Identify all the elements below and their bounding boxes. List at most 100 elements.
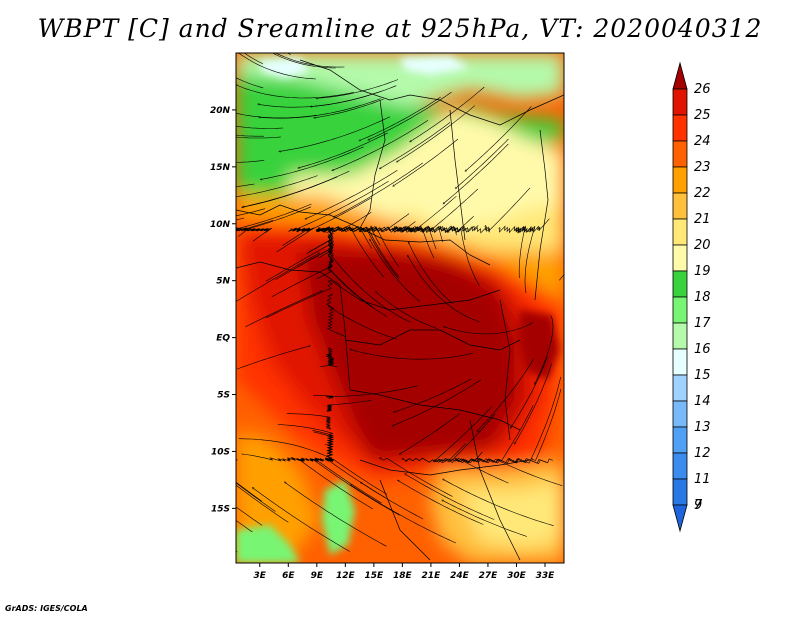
streamline bbox=[236, 125, 284, 129]
streamline bbox=[515, 363, 552, 444]
border-line bbox=[349, 389, 521, 431]
border-line bbox=[359, 459, 531, 476]
latitude-axis: 20N 15N 10N 5N EQ 5S 10S 15S bbox=[210, 106, 236, 514]
streamline bbox=[258, 91, 381, 108]
streamline bbox=[456, 459, 553, 464]
streamline bbox=[334, 162, 423, 217]
streamline bbox=[265, 281, 333, 319]
streamline bbox=[351, 485, 457, 544]
streamline bbox=[327, 385, 419, 397]
field-zone-26-east bbox=[518, 310, 560, 380]
colorbar-swatch bbox=[672, 192, 688, 220]
lon-tick-label: 6E bbox=[282, 571, 295, 581]
streamline bbox=[409, 243, 453, 304]
border-line bbox=[449, 109, 466, 241]
streamline bbox=[271, 53, 336, 69]
streamline bbox=[317, 212, 372, 232]
streamline bbox=[456, 138, 509, 188]
streamline bbox=[444, 143, 509, 204]
field-zone-19-northeast bbox=[290, 110, 564, 250]
colorbar-label: 23 bbox=[694, 160, 711, 175]
streamline bbox=[326, 295, 347, 338]
lon-tick-label: 15E bbox=[365, 571, 385, 581]
border-line bbox=[534, 129, 549, 301]
streamline bbox=[238, 438, 332, 459]
streamline bbox=[442, 500, 527, 537]
streamline bbox=[271, 250, 334, 298]
field-zone-17-southwest bbox=[236, 525, 300, 563]
streamline bbox=[398, 481, 484, 525]
streamline bbox=[243, 53, 263, 64]
lon-tick-label: 33E bbox=[536, 571, 556, 581]
lat-tick-label: 10N bbox=[210, 220, 231, 230]
colorbar-swatch bbox=[672, 114, 688, 142]
streamline bbox=[317, 79, 399, 99]
streamline bbox=[327, 53, 330, 54]
streamline bbox=[435, 413, 496, 463]
lon-tick-label: 24E bbox=[450, 571, 470, 581]
colorbar-swatch bbox=[672, 504, 688, 533]
streamline bbox=[499, 225, 528, 234]
streamline bbox=[312, 458, 400, 516]
colorbar-swatch bbox=[672, 322, 688, 350]
colorbar-label: 21 bbox=[694, 212, 711, 227]
field-zone-20-southeast bbox=[460, 480, 564, 548]
streamline bbox=[371, 227, 435, 259]
streamline bbox=[236, 175, 318, 198]
colorbar-label: 13 bbox=[694, 420, 711, 435]
colorbar-swatch bbox=[672, 296, 688, 324]
streamline bbox=[466, 106, 532, 171]
streamline bbox=[393, 379, 482, 426]
streamline bbox=[408, 256, 480, 323]
colorbar: 26 25 24 23 22 21 20 19 18 17 16 15 14 13 12 11 97 bbox=[672, 61, 711, 533]
streamline bbox=[464, 457, 563, 486]
streamline bbox=[241, 453, 296, 462]
streamline bbox=[524, 226, 536, 294]
colorbar-label: 9 bbox=[694, 498, 702, 513]
colorbar-label: 7 bbox=[694, 498, 703, 513]
streamline bbox=[236, 112, 317, 119]
streamline bbox=[306, 170, 398, 219]
colorbar-label: 14 bbox=[694, 394, 711, 409]
streamline bbox=[237, 346, 309, 370]
streamline bbox=[405, 474, 495, 520]
streamline bbox=[236, 183, 255, 187]
streamline bbox=[236, 208, 266, 217]
streamline bbox=[448, 225, 490, 234]
lon-tick-label: 18E bbox=[393, 571, 413, 581]
streamline bbox=[559, 274, 564, 281]
lat-tick-label: 5S bbox=[217, 391, 230, 401]
streamline bbox=[440, 225, 480, 286]
colorbar-label: 19 bbox=[694, 264, 711, 279]
streamline bbox=[236, 206, 312, 231]
wbpt-shaded-field bbox=[236, 53, 564, 563]
streamline bbox=[291, 457, 319, 462]
streamline bbox=[394, 378, 472, 412]
colorbar-swatch bbox=[672, 400, 688, 428]
streamline bbox=[286, 53, 291, 55]
border-line bbox=[344, 329, 521, 351]
streamline bbox=[236, 77, 264, 89]
streamline bbox=[535, 315, 554, 383]
streamline bbox=[351, 350, 474, 360]
colorbar-swatch bbox=[672, 348, 688, 376]
streamline bbox=[393, 225, 457, 236]
border-line bbox=[359, 99, 386, 229]
streamline bbox=[236, 160, 265, 163]
colorbar-label: 25 bbox=[694, 108, 711, 123]
lon-tick-label: 12E bbox=[336, 571, 356, 581]
lon-tick-label: 27E bbox=[479, 571, 499, 581]
streamline bbox=[314, 98, 384, 118]
streamline bbox=[236, 136, 281, 139]
streamline bbox=[380, 458, 453, 497]
colorbar-label: 11 bbox=[694, 472, 711, 487]
field-zone-26 bbox=[300, 250, 520, 460]
streamline bbox=[236, 482, 276, 512]
border-line bbox=[469, 419, 521, 561]
colorbar-swatch bbox=[672, 452, 688, 480]
colorbar-swatch bbox=[672, 61, 688, 90]
streamline bbox=[326, 458, 388, 495]
streamline bbox=[511, 356, 548, 428]
streamline bbox=[285, 482, 387, 547]
streamline bbox=[236, 458, 262, 502]
